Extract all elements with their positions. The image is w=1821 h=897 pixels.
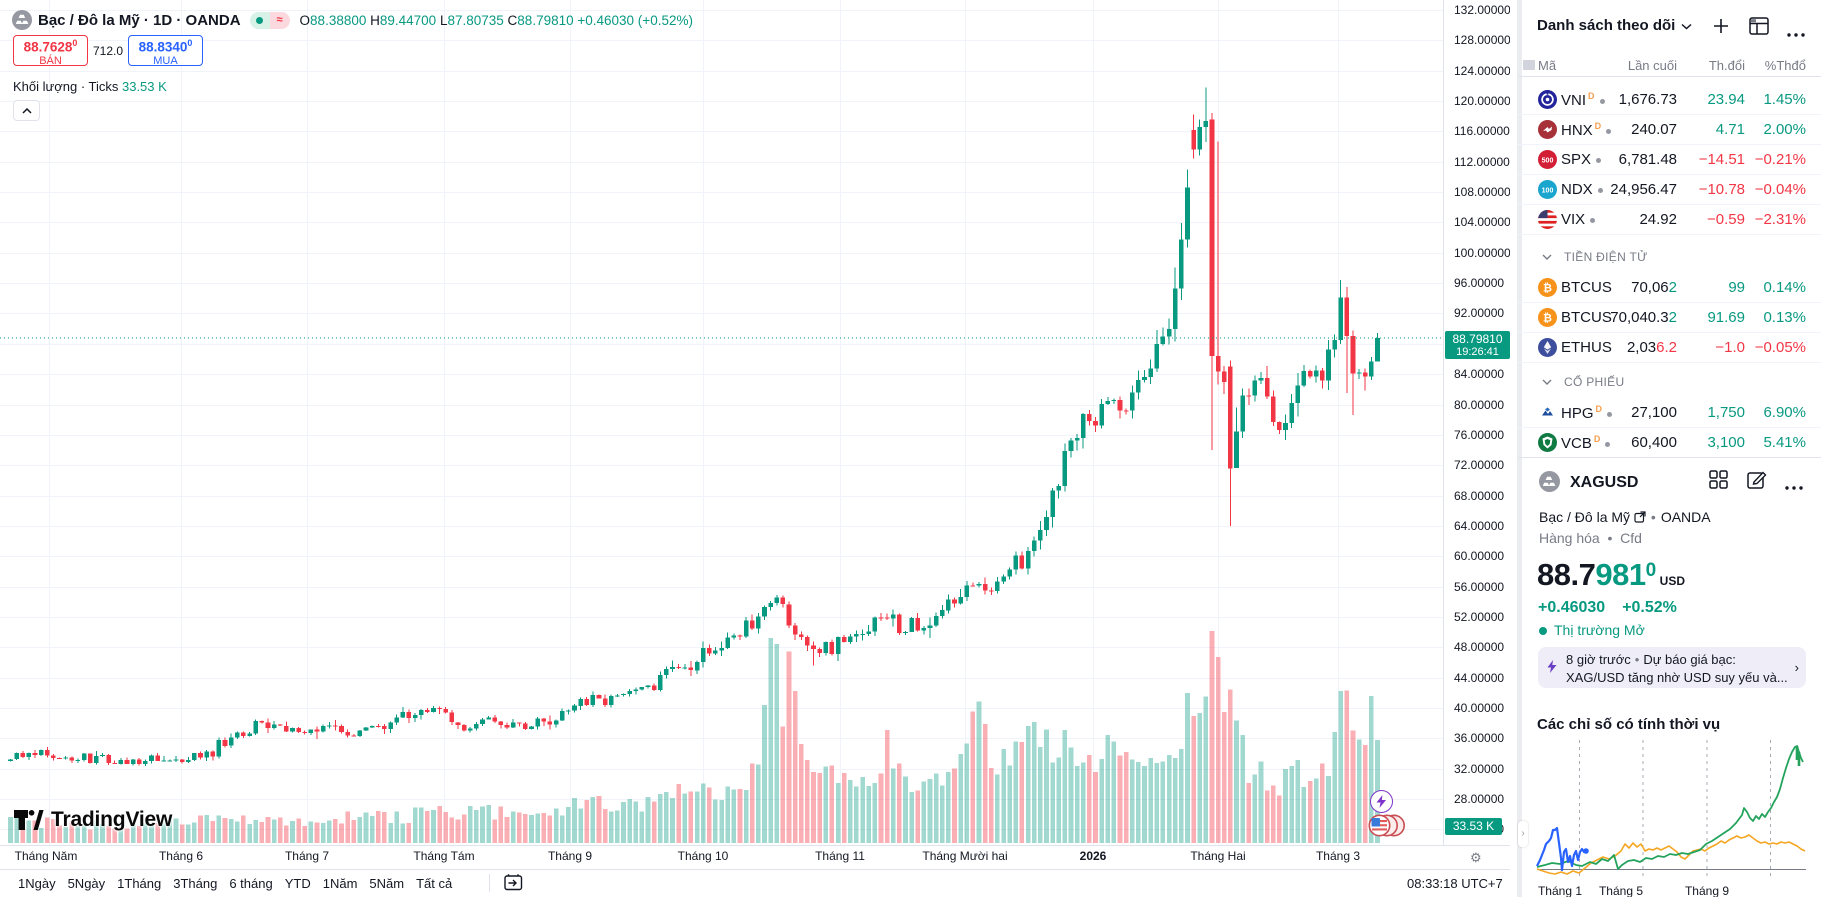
svg-text:500: 500 (1542, 158, 1554, 165)
svg-text:₿: ₿ (1543, 313, 1552, 325)
svg-text:100: 100 (1542, 188, 1554, 195)
svg-text:₿: ₿ (1543, 283, 1552, 295)
